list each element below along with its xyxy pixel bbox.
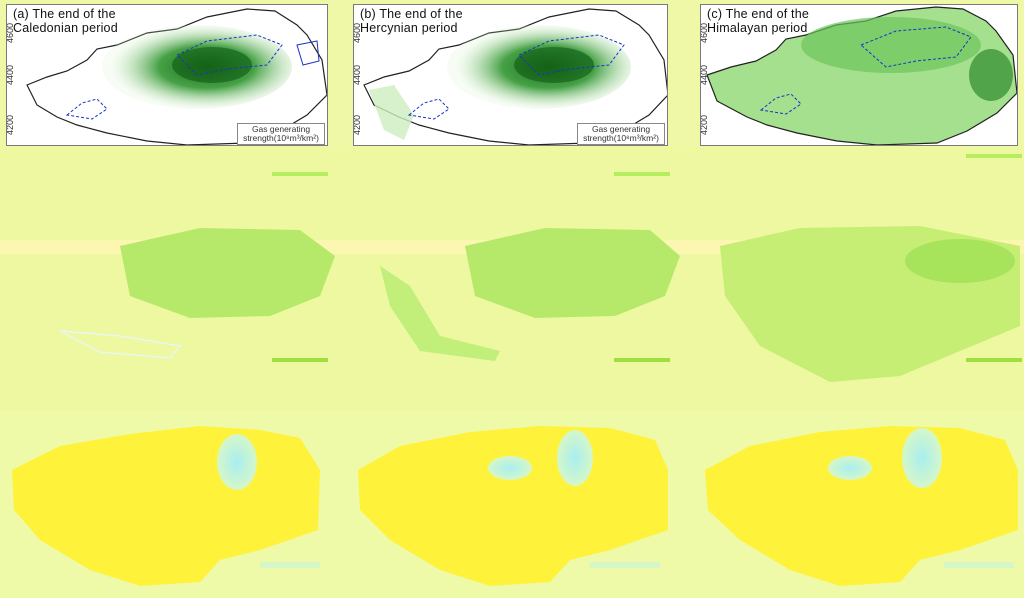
- panel-a-title-line1: (a) The end of the: [13, 7, 116, 21]
- panel-a-title: (a) The end of the Caledonian period: [13, 7, 118, 35]
- legend: Gas generating strength(10⁸m³/km²): [237, 123, 325, 145]
- panel-b-title: (b) The end of the Hercynian period: [360, 7, 463, 35]
- legend-line2: strength(10⁸m³/km²): [583, 133, 659, 143]
- y-tick-4200: 4200: [700, 114, 709, 135]
- bottom-maps: [12, 426, 1018, 586]
- bottom-band: [0, 410, 1024, 598]
- structure-outline: [176, 34, 283, 76]
- panel-b: (b) The end of the Hercynian period 4600…: [353, 4, 668, 146]
- panel-a: (a) The end of the Caledonian period 460…: [6, 4, 328, 146]
- panel-c: (c) The end of the Himalayan period 4600…: [700, 4, 1018, 146]
- legend-line1: Gas generating: [591, 124, 651, 134]
- legend-line1: Gas generating: [251, 124, 311, 134]
- panel-b-title-line2: Hercynian period: [360, 21, 458, 35]
- middle-maps: [59, 154, 1022, 382]
- map-b: [363, 8, 667, 145]
- map-c: [706, 6, 1017, 145]
- panel-c-title-line1: (c) The end of the: [707, 7, 810, 21]
- y-tick-4200: 4200: [353, 114, 362, 135]
- map-a: [26, 8, 327, 145]
- y-tick-4400: 4400: [700, 64, 709, 85]
- middle-band: [0, 146, 1024, 446]
- y-tick-4400: 4400: [353, 64, 362, 85]
- legend-line2: strength(10⁸m³/km²): [243, 133, 319, 143]
- y-tick-4200: 4200: [6, 114, 15, 135]
- legend: Gas generating strength(10⁸m³/km²): [577, 123, 665, 145]
- y-tick-4600: 4600: [6, 22, 15, 43]
- y-tick-4600: 4600: [700, 22, 709, 43]
- y-tick-4600: 4600: [353, 22, 362, 43]
- panel-b-title-line1: (b) The end of the: [360, 7, 463, 21]
- panel-c-title: (c) The end of the Himalayan period: [707, 7, 809, 35]
- panel-c-title-line2: Himalayan period: [707, 21, 808, 35]
- panel-a-title-line2: Caledonian period: [13, 21, 118, 35]
- y-tick-4400: 4400: [6, 64, 15, 85]
